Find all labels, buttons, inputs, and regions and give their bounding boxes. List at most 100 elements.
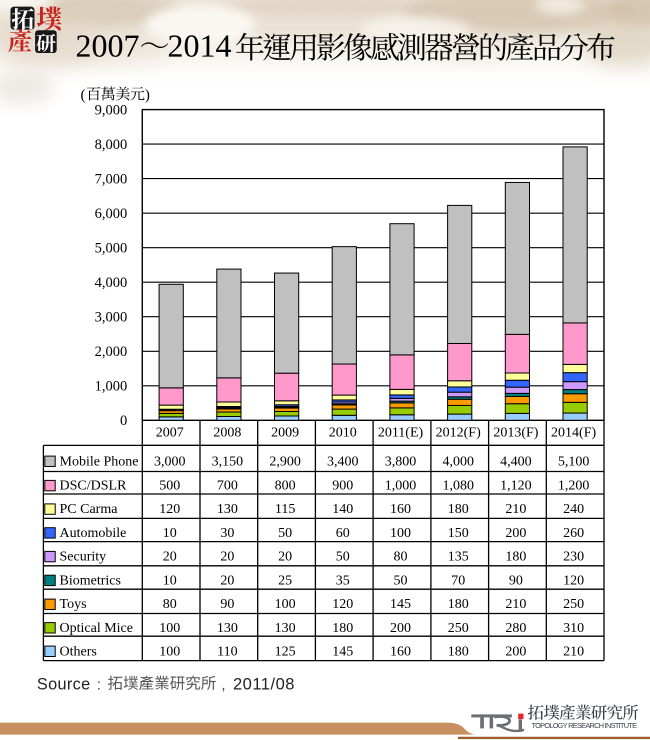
svg-text:PC Carma: PC Carma bbox=[60, 502, 119, 517]
svg-text:900: 900 bbox=[332, 479, 353, 494]
svg-text:310: 310 bbox=[563, 621, 584, 636]
svg-text:50: 50 bbox=[394, 573, 408, 588]
svg-text:5,100: 5,100 bbox=[558, 454, 590, 469]
svg-text:100: 100 bbox=[159, 644, 180, 659]
svg-text:800: 800 bbox=[275, 479, 296, 494]
svg-text:20: 20 bbox=[163, 550, 177, 565]
svg-text:3,400: 3,400 bbox=[327, 454, 359, 469]
svg-text:Biometrics: Biometrics bbox=[60, 573, 121, 588]
svg-text:35: 35 bbox=[336, 573, 350, 588]
svg-text:0: 0 bbox=[120, 413, 127, 429]
svg-text:50: 50 bbox=[278, 526, 292, 541]
svg-text:,: , bbox=[221, 677, 225, 694]
svg-text:130: 130 bbox=[217, 621, 238, 636]
svg-text:10: 10 bbox=[163, 526, 177, 541]
svg-text:3,000: 3,000 bbox=[95, 310, 128, 326]
svg-text:80: 80 bbox=[394, 550, 408, 565]
svg-text:250: 250 bbox=[563, 597, 584, 612]
svg-text:250: 250 bbox=[448, 621, 469, 636]
svg-text:1,120: 1,120 bbox=[500, 479, 532, 494]
svg-text:9,000: 9,000 bbox=[95, 103, 128, 119]
svg-text:200: 200 bbox=[505, 644, 526, 659]
svg-text:280: 280 bbox=[505, 621, 526, 636]
svg-text:260: 260 bbox=[563, 526, 584, 541]
svg-text:Others: Others bbox=[60, 644, 97, 659]
svg-text:130: 130 bbox=[217, 502, 238, 517]
svg-text:100: 100 bbox=[159, 621, 180, 636]
svg-text:210: 210 bbox=[505, 597, 526, 612]
svg-text:20: 20 bbox=[220, 550, 234, 565]
svg-text:90: 90 bbox=[220, 597, 234, 612]
svg-text:2012(F): 2012(F) bbox=[436, 426, 481, 441]
svg-text:80: 80 bbox=[163, 597, 177, 612]
svg-text:130: 130 bbox=[275, 621, 296, 636]
svg-text:240: 240 bbox=[563, 502, 584, 517]
svg-text:1,200: 1,200 bbox=[558, 479, 590, 494]
svg-text:110: 110 bbox=[217, 644, 237, 659]
svg-text:180: 180 bbox=[448, 502, 469, 517]
svg-text:20: 20 bbox=[220, 573, 234, 588]
svg-text:120: 120 bbox=[563, 573, 584, 588]
svg-text:70: 70 bbox=[451, 573, 465, 588]
svg-text:4,000: 4,000 bbox=[95, 275, 128, 291]
svg-text:5,000: 5,000 bbox=[95, 241, 128, 257]
svg-text:7,000: 7,000 bbox=[95, 172, 128, 188]
svg-text:TOPOLOGY RESEARCH INSTITUTE: TOPOLOGY RESEARCH INSTITUTE bbox=[532, 721, 638, 730]
svg-text:210: 210 bbox=[563, 644, 584, 659]
svg-text:4,400: 4,400 bbox=[500, 454, 532, 469]
svg-text:145: 145 bbox=[390, 597, 411, 612]
svg-text:120: 120 bbox=[159, 502, 180, 517]
svg-text:3,000: 3,000 bbox=[154, 454, 186, 469]
svg-text:135: 135 bbox=[448, 550, 469, 565]
svg-text:6,000: 6,000 bbox=[95, 206, 128, 222]
svg-text:160: 160 bbox=[390, 644, 411, 659]
svg-text:Mobile Phone: Mobile Phone bbox=[60, 454, 139, 469]
svg-text:500: 500 bbox=[159, 479, 180, 494]
svg-text:Security: Security bbox=[60, 550, 107, 565]
svg-text:Toys: Toys bbox=[60, 597, 87, 612]
svg-text:180: 180 bbox=[505, 550, 526, 565]
svg-text:2009: 2009 bbox=[271, 426, 299, 441]
svg-text:60: 60 bbox=[336, 526, 350, 541]
svg-text:2,000: 2,000 bbox=[95, 344, 128, 360]
svg-text:50: 50 bbox=[336, 550, 350, 565]
svg-text:Optical Mice: Optical Mice bbox=[60, 621, 133, 636]
svg-text:2013(F): 2013(F) bbox=[493, 426, 538, 441]
svg-text:145: 145 bbox=[332, 644, 353, 659]
svg-text:2010: 2010 bbox=[329, 426, 357, 441]
svg-text:700: 700 bbox=[217, 479, 238, 494]
svg-text::: : bbox=[97, 677, 101, 694]
svg-text:Automobile: Automobile bbox=[60, 526, 127, 541]
svg-text:1,080: 1,080 bbox=[442, 479, 474, 494]
svg-text:180: 180 bbox=[448, 597, 469, 612]
svg-text:2014(F): 2014(F) bbox=[551, 426, 596, 441]
svg-text:1,000: 1,000 bbox=[95, 379, 128, 395]
svg-text:4,000: 4,000 bbox=[442, 454, 474, 469]
svg-text:100: 100 bbox=[390, 526, 411, 541]
svg-text:150: 150 bbox=[448, 526, 469, 541]
svg-text:3,800: 3,800 bbox=[385, 454, 417, 469]
svg-text:115: 115 bbox=[275, 502, 295, 517]
svg-text:10: 10 bbox=[163, 573, 177, 588]
svg-text:DSC/DSLR: DSC/DSLR bbox=[60, 479, 128, 494]
svg-text:200: 200 bbox=[390, 621, 411, 636]
svg-text:2008: 2008 bbox=[213, 426, 241, 441]
svg-text:160: 160 bbox=[390, 502, 411, 517]
svg-text:8,000: 8,000 bbox=[95, 137, 128, 153]
svg-text:210: 210 bbox=[505, 502, 526, 517]
svg-text:200: 200 bbox=[505, 526, 526, 541]
svg-text:180: 180 bbox=[332, 621, 353, 636]
svg-text:140: 140 bbox=[332, 502, 353, 517]
svg-text:2007: 2007 bbox=[156, 426, 184, 441]
svg-text:180: 180 bbox=[448, 644, 469, 659]
svg-text:125: 125 bbox=[275, 644, 296, 659]
svg-text:20: 20 bbox=[278, 550, 292, 565]
svg-text:25: 25 bbox=[278, 573, 292, 588]
svg-text:30: 30 bbox=[220, 526, 234, 541]
svg-text:2011(E): 2011(E) bbox=[378, 426, 424, 441]
svg-text:3,150: 3,150 bbox=[212, 454, 244, 469]
svg-text:1,000: 1,000 bbox=[385, 479, 417, 494]
svg-text:Source: Source bbox=[37, 676, 91, 694]
svg-text:2,900: 2,900 bbox=[269, 454, 301, 469]
svg-text:90: 90 bbox=[509, 573, 523, 588]
